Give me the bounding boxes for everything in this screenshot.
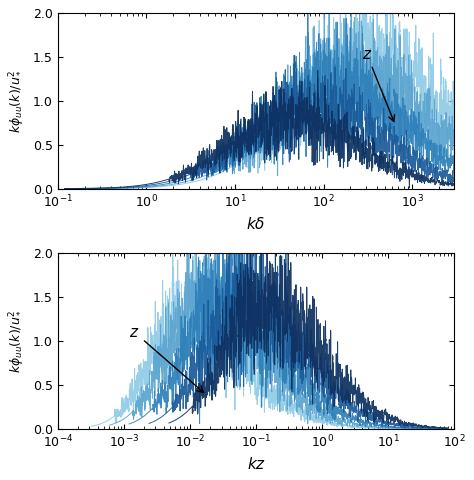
Text: $z$: $z$ [362, 47, 394, 121]
X-axis label: $k\delta$: $k\delta$ [246, 216, 266, 232]
Text: $z$: $z$ [129, 324, 204, 393]
Y-axis label: $k\phi_{uu}(k)/u_*^2$: $k\phi_{uu}(k)/u_*^2$ [9, 69, 27, 133]
X-axis label: $kz$: $kz$ [246, 456, 265, 472]
Y-axis label: $k\phi_{uu}(k)/u_*^2$: $k\phi_{uu}(k)/u_*^2$ [9, 309, 27, 373]
